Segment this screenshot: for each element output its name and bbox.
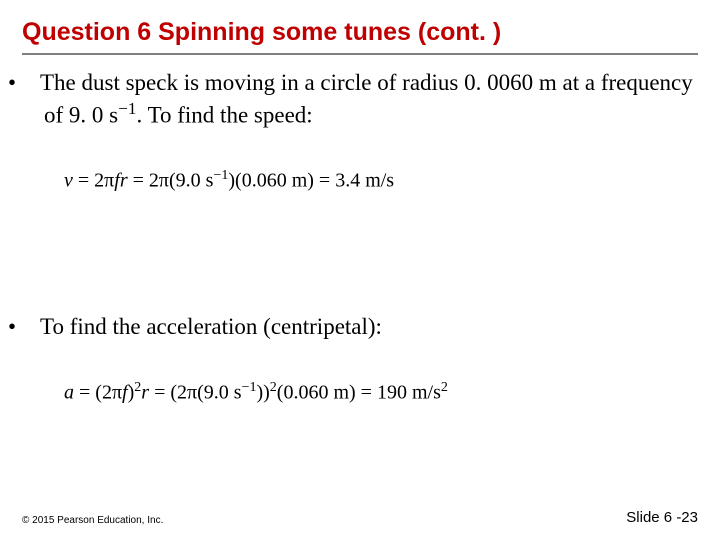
eq1-r: r <box>120 170 128 192</box>
eq1-after1: )(0.060 m) = 3.4 m/s <box>228 170 394 192</box>
eq1-mid: = 2π(9.0 s <box>128 170 214 192</box>
equation-acceleration: a = (2πf)2r = (2π(9.0 s−1))2(0.060 m) = … <box>64 380 698 405</box>
eq2-a: a <box>64 381 74 403</box>
eq1-eq: = 2π <box>73 170 114 192</box>
bullet-dot: • <box>26 69 40 98</box>
eq2-sq3: 2 <box>441 380 448 395</box>
equation-speed: v = 2πfr = 2π(9.0 s−1)(0.060 m) = 3.4 m/… <box>64 168 698 193</box>
eq2-exp1: −1 <box>242 380 257 395</box>
eq1-v: v <box>64 170 73 192</box>
spacer-1 <box>22 231 698 313</box>
eq2-after2: (0.060 m) = 190 m/s <box>277 381 441 403</box>
eq2-after1: )) <box>256 381 269 403</box>
bullet-2-text: To find the acceleration (centripetal): <box>40 314 382 339</box>
copyright-text: © 2015 Pearson Education, Inc. <box>22 515 163 526</box>
slide-title: Question 6 Spinning some tunes (cont. ) <box>22 18 698 47</box>
title-rule <box>22 53 698 55</box>
bullet-1: •The dust speck is moving in a circle of… <box>26 69 698 130</box>
bullet-1-exp: −1 <box>118 99 136 118</box>
bullet-1-text-post: . To find the speed: <box>136 102 312 127</box>
eq2-r: r <box>141 381 149 403</box>
eq1-exp1: −1 <box>213 168 228 183</box>
bullet-2: •To find the acceleration (centripetal): <box>26 313 698 342</box>
eq2-mid: = (2π(9.0 s <box>149 381 241 403</box>
eq2-sq2: 2 <box>270 380 277 395</box>
footer: © 2015 Pearson Education, Inc. Slide 6 -… <box>22 509 698 526</box>
slide: Question 6 Spinning some tunes (cont. ) … <box>0 0 720 540</box>
eq2-pre: = (2π <box>74 381 122 403</box>
bullet-dot: • <box>26 313 40 342</box>
slide-number: Slide 6 -23 <box>626 509 698 526</box>
